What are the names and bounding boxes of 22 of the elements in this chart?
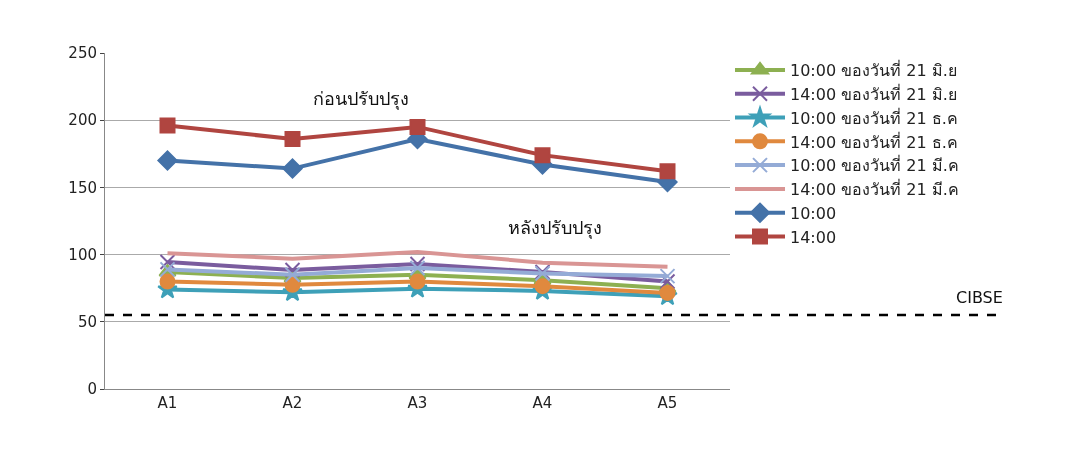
x-tick-label: A4: [532, 394, 553, 412]
legend-label: 10:00 ของวันที่ 21 มี.ค: [790, 154, 959, 176]
x-tick-label: A3: [407, 394, 428, 412]
legend-label: 10:00 ของวันที่ 21 มิ.ย: [790, 59, 957, 81]
x-tick-label: A1: [157, 394, 178, 412]
x-tick-label: A5: [657, 394, 678, 412]
y-tick-label: 150: [68, 178, 97, 197]
legend-label: 14:00 ของวันที่ 21 มิ.ย: [790, 82, 957, 104]
legend-label: 14:00: [790, 227, 837, 247]
y-tick-label: 100: [68, 245, 97, 264]
y-tick-label: 200: [68, 111, 97, 130]
y-tick-label: 0: [87, 380, 97, 399]
x-tick-label: A2: [282, 394, 303, 412]
annotation: หลังปรับปรุง: [508, 217, 602, 239]
legend-label: 14:00 ของวันที่ 21 มี.ค: [790, 178, 959, 200]
ref-line-label: CIBSE: [956, 288, 1003, 307]
y-tick-label: 250: [68, 44, 97, 63]
legend-label: 10:00 ของวันที่ 21 ธ.ค: [790, 106, 958, 128]
legend-label: 10:00: [790, 203, 837, 223]
y-tick-label: 50: [77, 313, 97, 332]
legend-label: 14:00 ของวันที่ 21 ธ.ค: [790, 130, 958, 152]
annotation: ก่อนปรับปรุง: [313, 88, 409, 110]
